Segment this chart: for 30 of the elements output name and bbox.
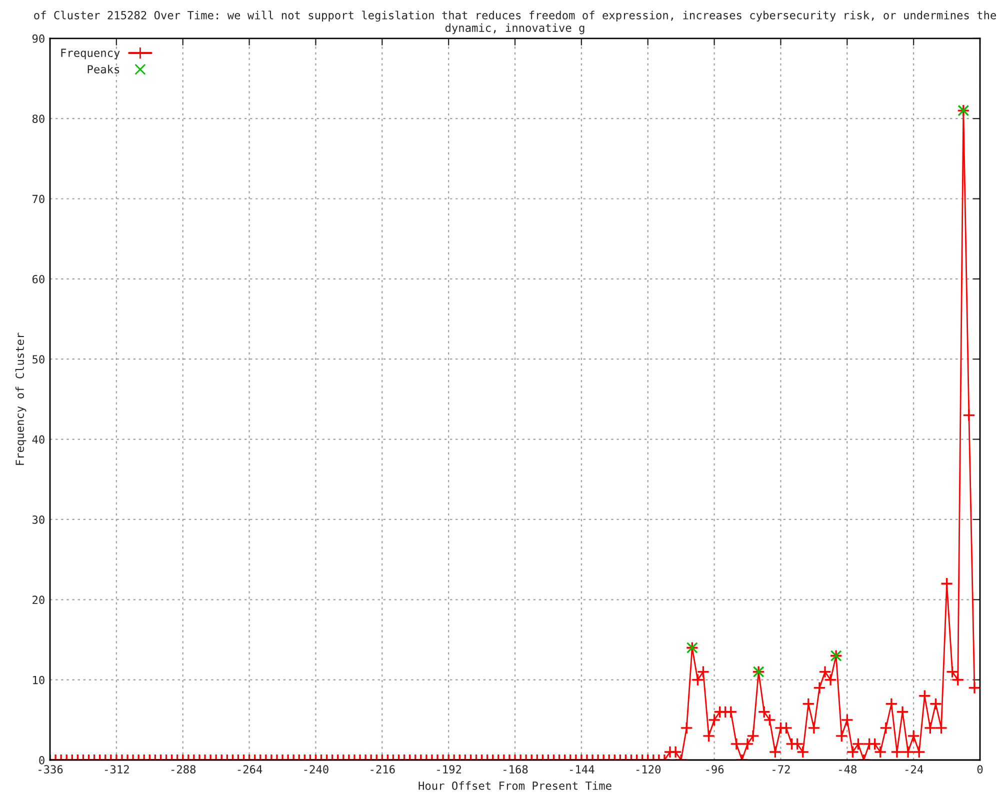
y-tick-label: 30: [32, 515, 44, 524]
x-tick-label: -120: [636, 765, 661, 774]
chart-title: of Cluster 215282 Over Time: we will not support legislation that reduces freedom of expression, increases cybersecurity risk, or undermines the dynamic, innovative g: [34, 10, 996, 34]
y-tick-label: 50: [32, 355, 44, 364]
y-tick-label: 60: [32, 274, 44, 284]
x-tick-label: 0: [977, 765, 983, 774]
y-axis-title: Frequency of Cluster: [15, 332, 26, 465]
legend-label: Frequency: [61, 48, 120, 60]
y-tick-label: 40: [32, 435, 44, 444]
x-tick-label: -72: [772, 765, 790, 774]
x-tick-label: -168: [504, 765, 528, 774]
x-tick-label: -288: [171, 765, 196, 774]
x-tick-label: -96: [706, 765, 724, 774]
y-tick-label: 90: [32, 34, 44, 43]
y-tick-label: 0: [39, 756, 44, 764]
x-tick-label: -312: [104, 765, 129, 774]
y-tick-label: 70: [32, 194, 44, 204]
y-tick-label: 20: [32, 596, 44, 604]
x-axis-title: Hour Offset From Present Time: [418, 781, 612, 790]
y-tick-label: 10: [33, 676, 44, 684]
x-tick-label: -48: [839, 765, 856, 774]
y-tick-label: 80: [32, 114, 44, 123]
x-tick-label: -216: [370, 765, 395, 774]
x-tick-label: -144: [570, 765, 594, 774]
x-tick-label: -192: [437, 765, 462, 774]
x-tick-label: -240: [304, 765, 328, 774]
x-tick-label: -264: [238, 765, 262, 774]
x-tick-label: -336: [38, 765, 63, 774]
legend-label: Peaks: [88, 64, 120, 74]
x-tick-label: -24: [905, 765, 924, 774]
